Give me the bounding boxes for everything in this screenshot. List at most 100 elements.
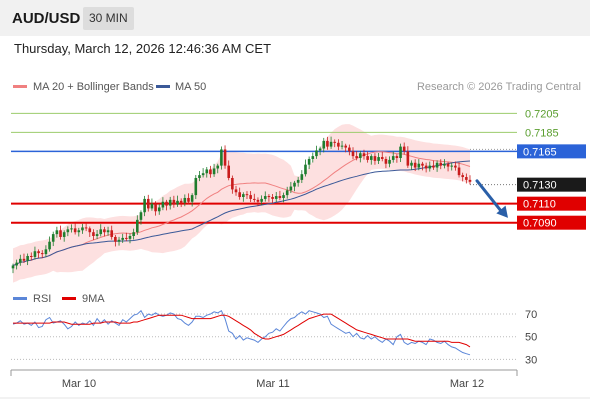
candle [465,173,468,184]
candle [201,168,205,178]
candle [256,197,260,207]
candle [132,228,135,240]
candle [81,223,84,234]
candle [421,161,424,171]
candle [205,166,209,178]
candle [329,136,333,149]
candle [245,191,249,200]
candle [454,161,457,171]
ma50-line [12,160,471,266]
candle [103,226,106,237]
level-label-0.7090: 0.7090 [523,218,557,230]
candle [359,150,362,163]
candle [242,192,245,202]
candle [315,145,318,159]
candle [84,222,88,232]
source-label: Research © 2026 Trading Central [417,81,581,93]
candle [362,149,366,160]
x-tick-label: Mar 10 [62,378,96,390]
candle [92,229,95,240]
timeframe-badge[interactable]: 30 MIN [83,7,134,30]
candle [220,146,223,170]
candle [11,263,15,274]
candle [51,231,55,247]
candle [252,193,256,203]
candle [99,224,103,237]
rsi-line [12,309,471,356]
candle [194,175,198,200]
candle [377,152,380,164]
candle [380,151,384,162]
candle [395,154,399,163]
ma50-legend-label: MA 50 [175,81,206,93]
candle [439,159,443,170]
candle [143,195,146,217]
candle [318,146,322,156]
ma20-legend-label: MA 20 + Bollinger Bands [33,81,154,93]
candle [369,154,373,165]
candle [260,195,263,206]
candle [267,194,271,202]
candle [176,195,179,207]
candle [344,143,347,153]
candle [446,161,450,172]
level-label-0.7205: 0.7205 [525,108,559,120]
candle [326,136,329,150]
candle [212,163,216,177]
candle [391,151,395,163]
candle [373,153,377,165]
candle [183,194,187,207]
candle [435,160,439,172]
candle [62,230,66,242]
candle [26,253,29,266]
ma20-legend-swatch [13,85,27,88]
candle [198,171,201,182]
level-label-0.7185: 0.7185 [525,127,559,139]
candle [110,225,114,240]
candle [388,156,391,168]
9ma-line [13,313,471,348]
candle [223,145,227,169]
candle [15,259,18,270]
candle [168,196,172,210]
candle [37,249,40,258]
candle [289,181,293,194]
candle [428,161,432,172]
candle [117,236,121,246]
candle [282,192,285,203]
rsi-tick-70: 70 [525,309,537,321]
candle [285,186,289,199]
candle [179,198,183,208]
candle [417,159,421,171]
candle [19,254,22,266]
candle [406,146,410,168]
candle [333,139,337,148]
candle [128,233,132,244]
candle [165,199,168,211]
candle [311,152,315,163]
candle [44,245,48,258]
candle [238,187,241,200]
rsi-legend-label: RSI [33,293,51,305]
candle [29,252,33,261]
candle [348,144,351,156]
ma9-legend-swatch [62,297,76,300]
candle [402,142,406,155]
candle [293,180,296,192]
last-price-label: 0.7130 [523,180,557,192]
candle [271,194,274,203]
candle [209,165,212,178]
timestamp-label: Thursday, March 12, 2026 12:46:36 AM CET [14,41,272,56]
header-bar: AUD/USD 30 MIN [0,0,590,36]
candle [59,225,62,240]
candle [424,162,428,173]
candle [322,137,326,153]
x-tick-label: Mar 11 [256,378,289,390]
candle [150,198,154,211]
candle [139,210,143,225]
last-price-tag [517,177,586,192]
x-tick-label: Mar 12 [450,378,484,390]
candle [33,246,37,260]
candle [187,193,190,205]
candle [468,175,472,185]
